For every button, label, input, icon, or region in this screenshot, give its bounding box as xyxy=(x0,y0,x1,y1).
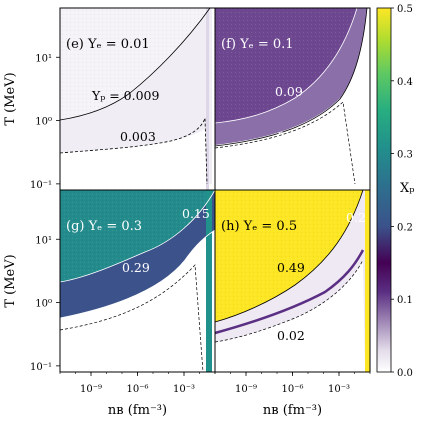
density-strip xyxy=(365,190,370,372)
x-axis-label: nʙ (fm⁻³) xyxy=(263,403,322,418)
x-tick-label: 10⁻⁶ xyxy=(126,384,148,395)
y-tick-label: 10⁻¹ xyxy=(30,362,52,373)
density-strip xyxy=(206,8,209,190)
contour-label: 0.02 xyxy=(277,129,305,144)
colorbar-tick-label: 0.0 xyxy=(397,368,413,379)
x-tick-label: 10⁻³ xyxy=(328,384,350,395)
saturated-texture xyxy=(60,8,210,120)
density-strip xyxy=(206,190,212,372)
transition-band xyxy=(60,190,215,318)
colorbar-tick-label: 0.4 xyxy=(397,77,413,88)
contour-label: 0.02 xyxy=(124,314,152,329)
contour-label: 0.29 xyxy=(122,260,150,275)
transition-band xyxy=(215,8,367,145)
contour-line-1 xyxy=(59,229,216,319)
contour-line-0 xyxy=(214,189,364,323)
contour-line-2 xyxy=(59,264,204,373)
panel-title: (f) Yₑ = 0.1 xyxy=(221,37,294,52)
colorbar-tick-label: 0.2 xyxy=(397,222,413,233)
contour-label: 0.02 xyxy=(277,328,305,343)
x-tick-label: 10⁻⁹ xyxy=(235,384,257,395)
contour-label: 0.003 xyxy=(120,129,156,144)
contour-line-2 xyxy=(214,101,356,185)
contour-label: 0.2 xyxy=(346,210,366,225)
panel-e: (e) Yₑ = 0.01 Yₚ = 0.009 0.003 xyxy=(59,7,216,191)
panels-layer: (e) Yₑ = 0.01 Yₚ = 0.009 0.003 (f) Yₑ = 0.1… xyxy=(59,7,371,373)
panel-f: (f) Yₑ = 0.1 0.09 0.02 xyxy=(214,7,371,191)
contour-line-1 xyxy=(214,249,365,335)
contour-label: 0.15 xyxy=(182,206,210,221)
colorbar-tick-label: 0.1 xyxy=(397,295,413,306)
y-tick-label: 10¹ xyxy=(35,53,52,64)
y-tick-label: 10⁻¹ xyxy=(30,180,52,191)
transition-band xyxy=(215,190,370,372)
contour-line-0 xyxy=(214,7,358,124)
y-tick-label: 10⁰ xyxy=(35,117,52,128)
colorbar-tick-label: 0.3 xyxy=(397,150,413,161)
x-axis-label: nʙ (fm⁻³) xyxy=(108,403,167,418)
colorbar-bar xyxy=(376,7,392,373)
saturated-texture xyxy=(60,190,215,282)
y-axis-label: T (MeV) xyxy=(3,254,18,307)
panel-title: (h) Yₑ = 0.5 xyxy=(221,219,297,234)
panel-title: (g) Yₑ = 0.3 xyxy=(66,219,142,234)
axes-layer: 10⁻⁹ 10⁻⁶ 10⁻³ nʙ (fm⁻³) 10⁻⁹ 10⁻⁶ 10⁻³ nʙ (fm⁻… xyxy=(3,53,371,418)
y-axis-label: T (MeV) xyxy=(3,72,18,125)
colorbar-label: Xₚ xyxy=(400,181,414,196)
y-tick-label: 10¹ xyxy=(35,235,52,246)
y-tick-label: 10⁰ xyxy=(35,299,52,310)
contour-line-0 xyxy=(59,189,216,283)
saturated-texture xyxy=(215,8,357,123)
colorbar-tick-label: 0.5 xyxy=(397,4,413,15)
contour-label: Yₚ = 0.009 xyxy=(91,88,160,103)
contour-label: 0.09 xyxy=(275,84,303,99)
panel-title: (e) Yₑ = 0.01 xyxy=(66,37,150,52)
colorbar: 0.0 0.1 0.2 0.3 0.4 0.5 Xₚ xyxy=(376,4,414,379)
x-tick-label: 10⁻³ xyxy=(173,384,195,395)
panel-g: (g) Yₑ = 0.3 0.15 0.29 0.02 xyxy=(59,189,216,373)
contour-line-0 xyxy=(59,7,211,121)
x-tick-label: 10⁻⁶ xyxy=(281,384,303,395)
x-tick-label: 10⁻⁹ xyxy=(80,384,102,395)
saturated-texture xyxy=(215,190,363,322)
contour-line-1 xyxy=(214,7,368,147)
contour-label: 0.49 xyxy=(277,260,305,275)
contour-line-1 xyxy=(59,117,208,185)
panel-h: (h) Yₑ = 0.5 0.2 0.49 0.02 xyxy=(214,189,371,373)
